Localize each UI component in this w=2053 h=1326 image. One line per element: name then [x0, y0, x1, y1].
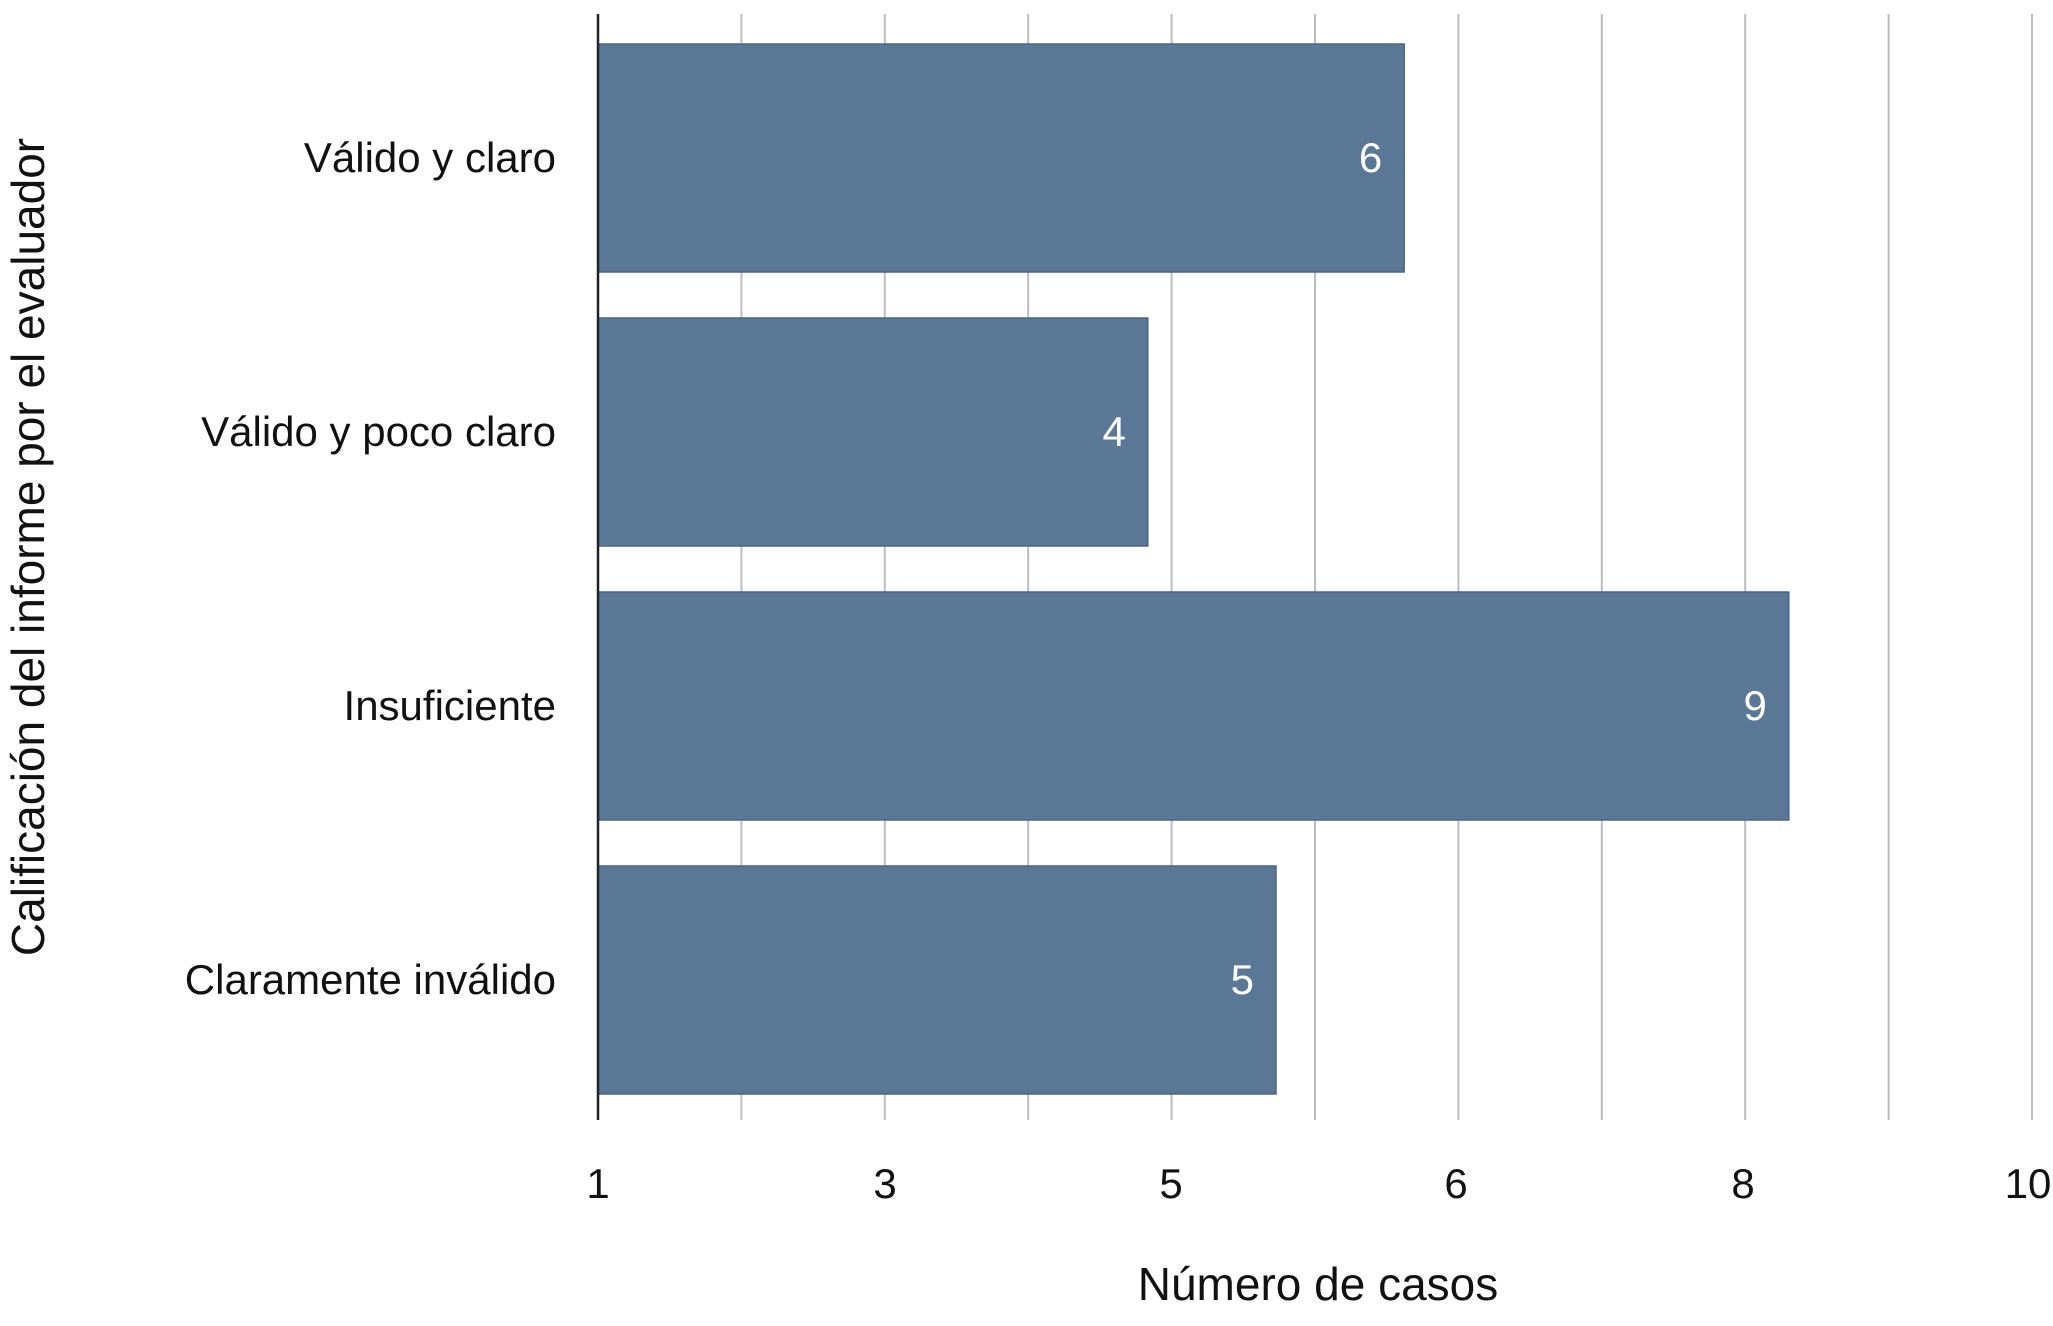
category-labels: Válido y claro Válido y poco claro Insufic… [185, 134, 556, 1003]
bar-data-label: 6 [1359, 134, 1382, 181]
bar [597, 591, 1790, 821]
x-tick-label: 3 [873, 1160, 896, 1207]
x-tick-label: 6 [1444, 1160, 1467, 1207]
x-tick-label: 10 [2005, 1160, 2052, 1207]
bar-data-label: 9 [1743, 682, 1766, 729]
category-label: Válido y poco claro [201, 408, 556, 455]
x-axis-title: Número de casos [1138, 1258, 1499, 1310]
bar [597, 43, 1405, 273]
x-tick-labels: 1 3 5 6 8 10 [586, 1160, 2051, 1207]
x-tick-label: 1 [586, 1160, 609, 1207]
category-label: Claramente inválido [185, 956, 556, 1003]
bar [597, 865, 1277, 1095]
bar [597, 317, 1149, 547]
bar-data-label: 5 [1231, 956, 1254, 1003]
category-label: Insuficiente [344, 682, 556, 729]
y-axis-title: Calificación del informe por el evaluado… [2, 138, 54, 956]
category-label: Válido y claro [304, 134, 556, 181]
x-tick-label: 8 [1731, 1160, 1754, 1207]
bar-data-label: 4 [1102, 408, 1125, 455]
bar-layer: 6 4 9 5 [597, 43, 1790, 1095]
x-tick-label: 5 [1159, 1160, 1182, 1207]
